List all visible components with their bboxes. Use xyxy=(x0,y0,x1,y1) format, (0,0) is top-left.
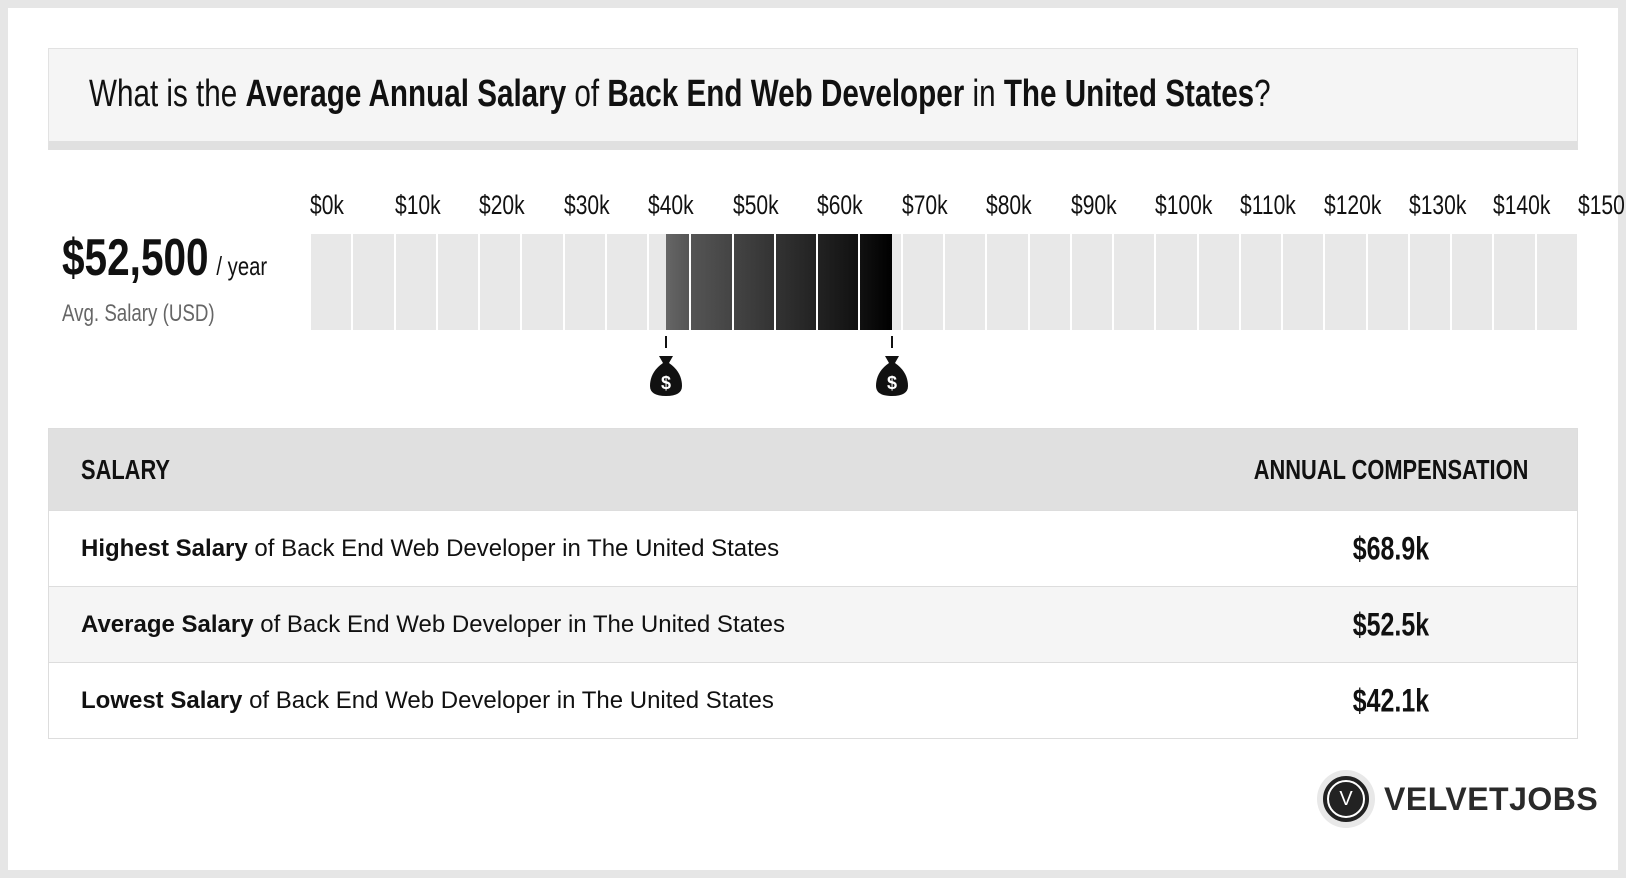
tick-label: $150k+ xyxy=(1578,190,1626,220)
table-row: Highest Salary of Back End Web Developer… xyxy=(49,510,1577,586)
page-title: What is the Average Annual Salary of Bac… xyxy=(89,73,1604,116)
tick-label: $10k xyxy=(394,190,441,220)
logo-mark: V xyxy=(1320,773,1372,825)
title-location: The United States xyxy=(1003,73,1255,115)
table-header: SALARY ANNUAL COMPENSATION xyxy=(49,429,1577,510)
bar-segment xyxy=(564,234,605,330)
bar-segment xyxy=(1029,234,1070,330)
bar-segment xyxy=(902,234,943,330)
bar-segment xyxy=(1198,234,1239,330)
salary-range-bar xyxy=(310,234,1578,330)
header-annual-compensation: ANNUAL COMPENSATION xyxy=(1253,453,1529,485)
row-label: Average Salary xyxy=(81,610,254,638)
svg-text:$: $ xyxy=(887,373,897,393)
salary-range-fill xyxy=(733,234,774,330)
tick-label: $90k xyxy=(1070,190,1117,220)
tick-label: $70k xyxy=(901,190,948,220)
bar-segment xyxy=(395,234,436,330)
average-salary: $52,500/ year xyxy=(62,228,325,288)
bar-segment xyxy=(480,234,521,330)
title-text: ? xyxy=(1254,73,1271,115)
bar-segment xyxy=(522,234,563,330)
row-text: of Back End Web Developer in The United … xyxy=(253,610,785,638)
bar-segment xyxy=(606,234,648,330)
salary-range-fill xyxy=(775,234,817,330)
bar-segment xyxy=(1114,234,1155,330)
bar-segment xyxy=(1536,234,1577,330)
title-text: in xyxy=(964,73,1004,115)
row-text: of Back End Web Developer in The United … xyxy=(242,686,774,714)
salary-range-fill xyxy=(860,234,893,330)
svg-text:$: $ xyxy=(661,373,671,393)
tick-label: $30k xyxy=(563,190,610,220)
bar-segment xyxy=(1240,234,1282,330)
tick-label: $50k xyxy=(732,190,779,220)
question-header: What is the Average Annual Salary of Bac… xyxy=(48,48,1578,150)
bar-segment xyxy=(1409,234,1451,330)
bar-segment xyxy=(1283,234,1324,330)
bar-segment xyxy=(353,234,394,330)
row-value: $42.1k xyxy=(1352,682,1430,718)
bar-segment xyxy=(945,234,986,330)
tick-label: $120k xyxy=(1324,190,1382,220)
average-salary-label: Avg. Salary (USD) xyxy=(62,300,215,327)
average-salary-value: $52,500 xyxy=(62,229,209,287)
row-label: Highest Salary xyxy=(81,534,248,562)
bar-segment xyxy=(1071,234,1113,330)
table-row: Lowest Salary of Back End Web Developer … xyxy=(49,662,1577,738)
money-bag-icon: $ xyxy=(872,336,912,403)
tick-label: $60k xyxy=(817,190,863,220)
title-text: of xyxy=(566,73,608,115)
tick-label: $100k xyxy=(1155,190,1213,220)
salary-range-fill xyxy=(665,234,690,330)
tick-label: $140k xyxy=(1493,190,1551,220)
table-row: Average Salary of Back End Web Developer… xyxy=(49,586,1577,662)
bar-segment xyxy=(437,234,479,330)
money-bag-icon: $ xyxy=(646,336,686,403)
row-value: $68.9k xyxy=(1352,530,1430,566)
tick-label: $130k xyxy=(1408,190,1467,220)
row-text: of Back End Web Developer in The United … xyxy=(247,534,780,562)
title-job: Back End Web Developer xyxy=(607,73,965,115)
bar-segment xyxy=(311,234,352,330)
logo-text: VELVETJOBS xyxy=(1384,780,1599,817)
bar-segment xyxy=(987,234,1028,330)
bar-segment xyxy=(1494,234,1535,330)
title-text: What is the xyxy=(89,73,246,115)
tick-label: $80k xyxy=(986,190,1032,220)
salary-range-fill xyxy=(691,234,732,330)
tick-label: $110k xyxy=(1239,190,1296,220)
tick-label: $0k xyxy=(310,190,344,220)
tick-label: $40k xyxy=(648,190,694,220)
row-value: $52.5k xyxy=(1352,606,1430,642)
velvetjobs-logo[interactable]: V VELVETJOBS xyxy=(1320,773,1598,825)
bar-segment xyxy=(1452,234,1493,330)
bar-segment xyxy=(1325,234,1366,330)
bar-segment xyxy=(1156,234,1197,330)
header-salary: SALARY xyxy=(81,453,170,485)
salary-range-fill xyxy=(818,234,859,330)
bar-segment xyxy=(1367,234,1408,330)
row-label: Lowest Salary xyxy=(81,686,243,714)
salary-table: SALARY ANNUAL COMPENSATION Highest Salar… xyxy=(48,428,1578,739)
tick-label: $20k xyxy=(479,190,525,220)
average-salary-unit: / year xyxy=(216,251,268,281)
title-metric: Average Annual Salary xyxy=(245,73,567,115)
